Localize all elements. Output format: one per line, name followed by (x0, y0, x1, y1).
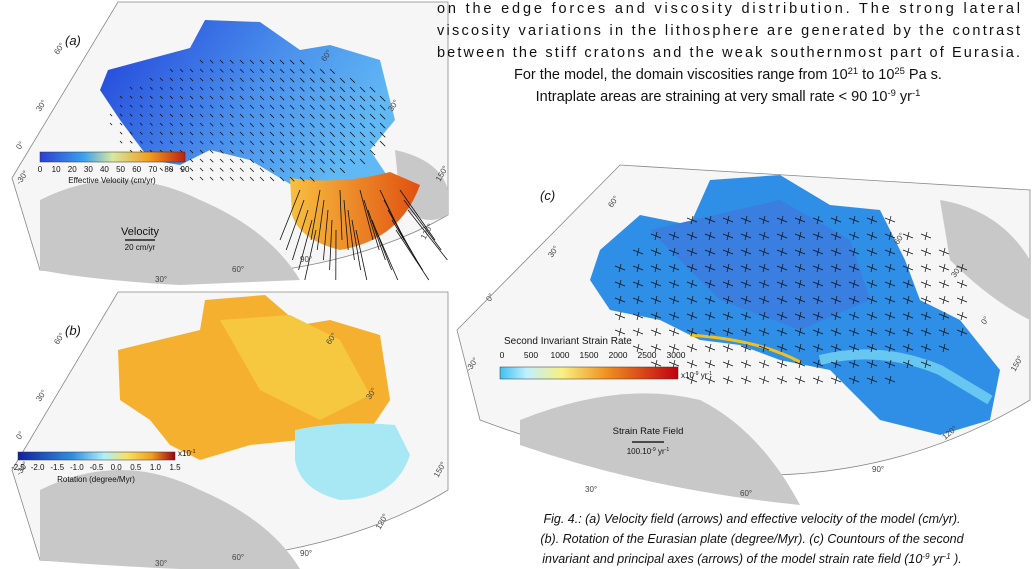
graticule-label: 60° (740, 489, 752, 498)
colorbar-tick-label: -1.0 (70, 463, 84, 472)
colorbar-tick-label: 3000 (667, 350, 686, 360)
graticule-label: 30° (34, 388, 48, 403)
legend-title: Velocity (121, 226, 159, 238)
exp: 25 (894, 65, 904, 76)
colorbar-tick-label: 10 (52, 165, 61, 174)
graticule-label: 90° (872, 465, 884, 474)
figure: (a) 0 10 20 30 40 50 60 70 80 90 Effective Veloci… (0, 0, 1033, 569)
colorbar-tick-label: 0 (38, 165, 43, 174)
colorbar-tick-label: 1.5 (169, 463, 181, 472)
unit-exp: -1 (191, 449, 196, 455)
colorbar-tick-label: 90 (181, 165, 190, 174)
colorbar-tick-label: 30 (84, 165, 93, 174)
colorbar-title: Second Invariant Strain Rate (504, 336, 632, 347)
paragraph-line: viscosity variations in the lithosphere … (437, 23, 1020, 39)
text: invariant and principal axes (arrows) of… (542, 552, 922, 566)
colorbar-tick-label: 20 (68, 165, 77, 174)
text: ). (951, 552, 962, 566)
text: Pa s. (905, 67, 942, 83)
colorbar (40, 152, 185, 162)
scale: 100.10 (627, 447, 652, 456)
unit: x10 (178, 449, 191, 458)
colorbar-title: Effective Velocity (cm/yr) (68, 176, 156, 185)
colorbar-tick-label: 50 (116, 165, 125, 174)
caption-line: invariant and principal axes (arrows) of… (542, 552, 961, 567)
panel-a: (a) 0 10 20 30 40 50 60 70 80 90 Effective Veloci… (12, 2, 450, 285)
colorbar-tick-label: 500 (524, 350, 538, 360)
colorbar-tick-label: 0 (500, 350, 505, 360)
unit: yr (699, 371, 708, 380)
colorbar-tick-label: 2500 (638, 350, 657, 360)
graticule-label: 0° (14, 140, 26, 151)
legend-title: Strain Rate Field (613, 426, 684, 437)
unit-exp: -1 (707, 371, 712, 377)
graticule-label: 60° (232, 553, 244, 562)
panel-label: (c) (540, 188, 555, 203)
exp: 21 (848, 65, 858, 76)
graticule-label: 30° (585, 485, 597, 494)
graticule-label: 0° (14, 430, 26, 441)
graticule-label: 30° (155, 275, 167, 284)
exp: -9 (887, 87, 895, 98)
scale-exp: -1 (665, 447, 670, 453)
graticule-label: 60° (232, 265, 244, 274)
colorbar-tick-label: -0.5 (90, 463, 104, 472)
paragraph-line: on the edge forces and viscosity distrib… (437, 1, 1020, 17)
colorbar-tick-label: 2000 (609, 350, 628, 360)
text: For the model, the domain viscosities ra… (514, 67, 848, 83)
caption: Fig. 4.: (a) Velocity field (arrows) and… (540, 512, 964, 566)
paragraph-line: Intraplate areas are straining at very s… (536, 87, 921, 106)
exp: -1 (943, 552, 950, 561)
paragraph-line: between the stiff cratons and the weak s… (437, 45, 1020, 61)
colorbar-ticks: -2.5-2.0-1.5-1.0-0.50.00.51.01.5 (11, 463, 181, 472)
panel-c: (c) Second Invariant Strain Rate 0 500 100… (457, 165, 1030, 505)
caption-line: (b). Rotation of the Eurasian plate (deg… (540, 532, 964, 546)
colorbar (500, 367, 678, 379)
colorbar-tick-label: 0.0 (111, 463, 123, 472)
caption-line: Fig. 4.: (a) Velocity field (arrows) and… (543, 512, 960, 526)
text: yr (930, 552, 945, 566)
colorbar-tick-label: 1000 (551, 350, 570, 360)
colorbar-title: Rotation (degree/Myr) (57, 475, 135, 484)
scale: yr (656, 447, 665, 456)
colorbar-tick-label: -1.5 (50, 463, 64, 472)
graticule-label: 30° (34, 98, 48, 113)
colorbar-tick-label: 80 (164, 165, 173, 174)
panel-label: (a) (65, 33, 81, 48)
paragraph-line: For the model, the domain viscosities ra… (514, 65, 942, 84)
unit: x10 (681, 371, 694, 380)
panel-label: (b) (65, 323, 81, 338)
text: to 10 (858, 67, 894, 83)
colorbar-tick-label: 1500 (580, 350, 599, 360)
colorbar-tick-label: 70 (148, 165, 157, 174)
graticule-label: 30° (155, 559, 167, 568)
legend-scale: 20 cm/yr (125, 243, 156, 252)
text: yr (896, 89, 912, 105)
body-text: on the edge forces and viscosity distrib… (437, 1, 1020, 105)
text: Intraplate areas are straining at very s… (536, 89, 888, 105)
colorbar (18, 452, 175, 460)
colorbar-tick-label: 0.5 (130, 463, 142, 472)
exp: -1 (912, 87, 920, 98)
colorbar-tick-label: 60 (132, 165, 141, 174)
colorbar-tick-label: 1.0 (150, 463, 162, 472)
colorbar-tick-label: -2.0 (31, 463, 45, 472)
colorbar-tick-label: 40 (100, 165, 109, 174)
graticule-label: 90° (300, 549, 312, 558)
graticule-label: 90° (300, 255, 312, 264)
legend-scale: 100.10-9 yr-1 (627, 447, 670, 456)
